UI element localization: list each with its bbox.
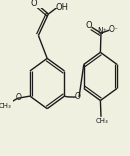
Text: O: O bbox=[75, 92, 81, 101]
Text: CH₃: CH₃ bbox=[0, 103, 12, 109]
Text: O: O bbox=[85, 22, 92, 31]
Text: O⁻: O⁻ bbox=[108, 25, 118, 34]
Text: O: O bbox=[30, 0, 37, 8]
Text: N⁺: N⁺ bbox=[98, 27, 108, 36]
Text: OH: OH bbox=[55, 3, 68, 12]
Text: O: O bbox=[15, 93, 21, 102]
Text: CH₃: CH₃ bbox=[95, 118, 108, 124]
